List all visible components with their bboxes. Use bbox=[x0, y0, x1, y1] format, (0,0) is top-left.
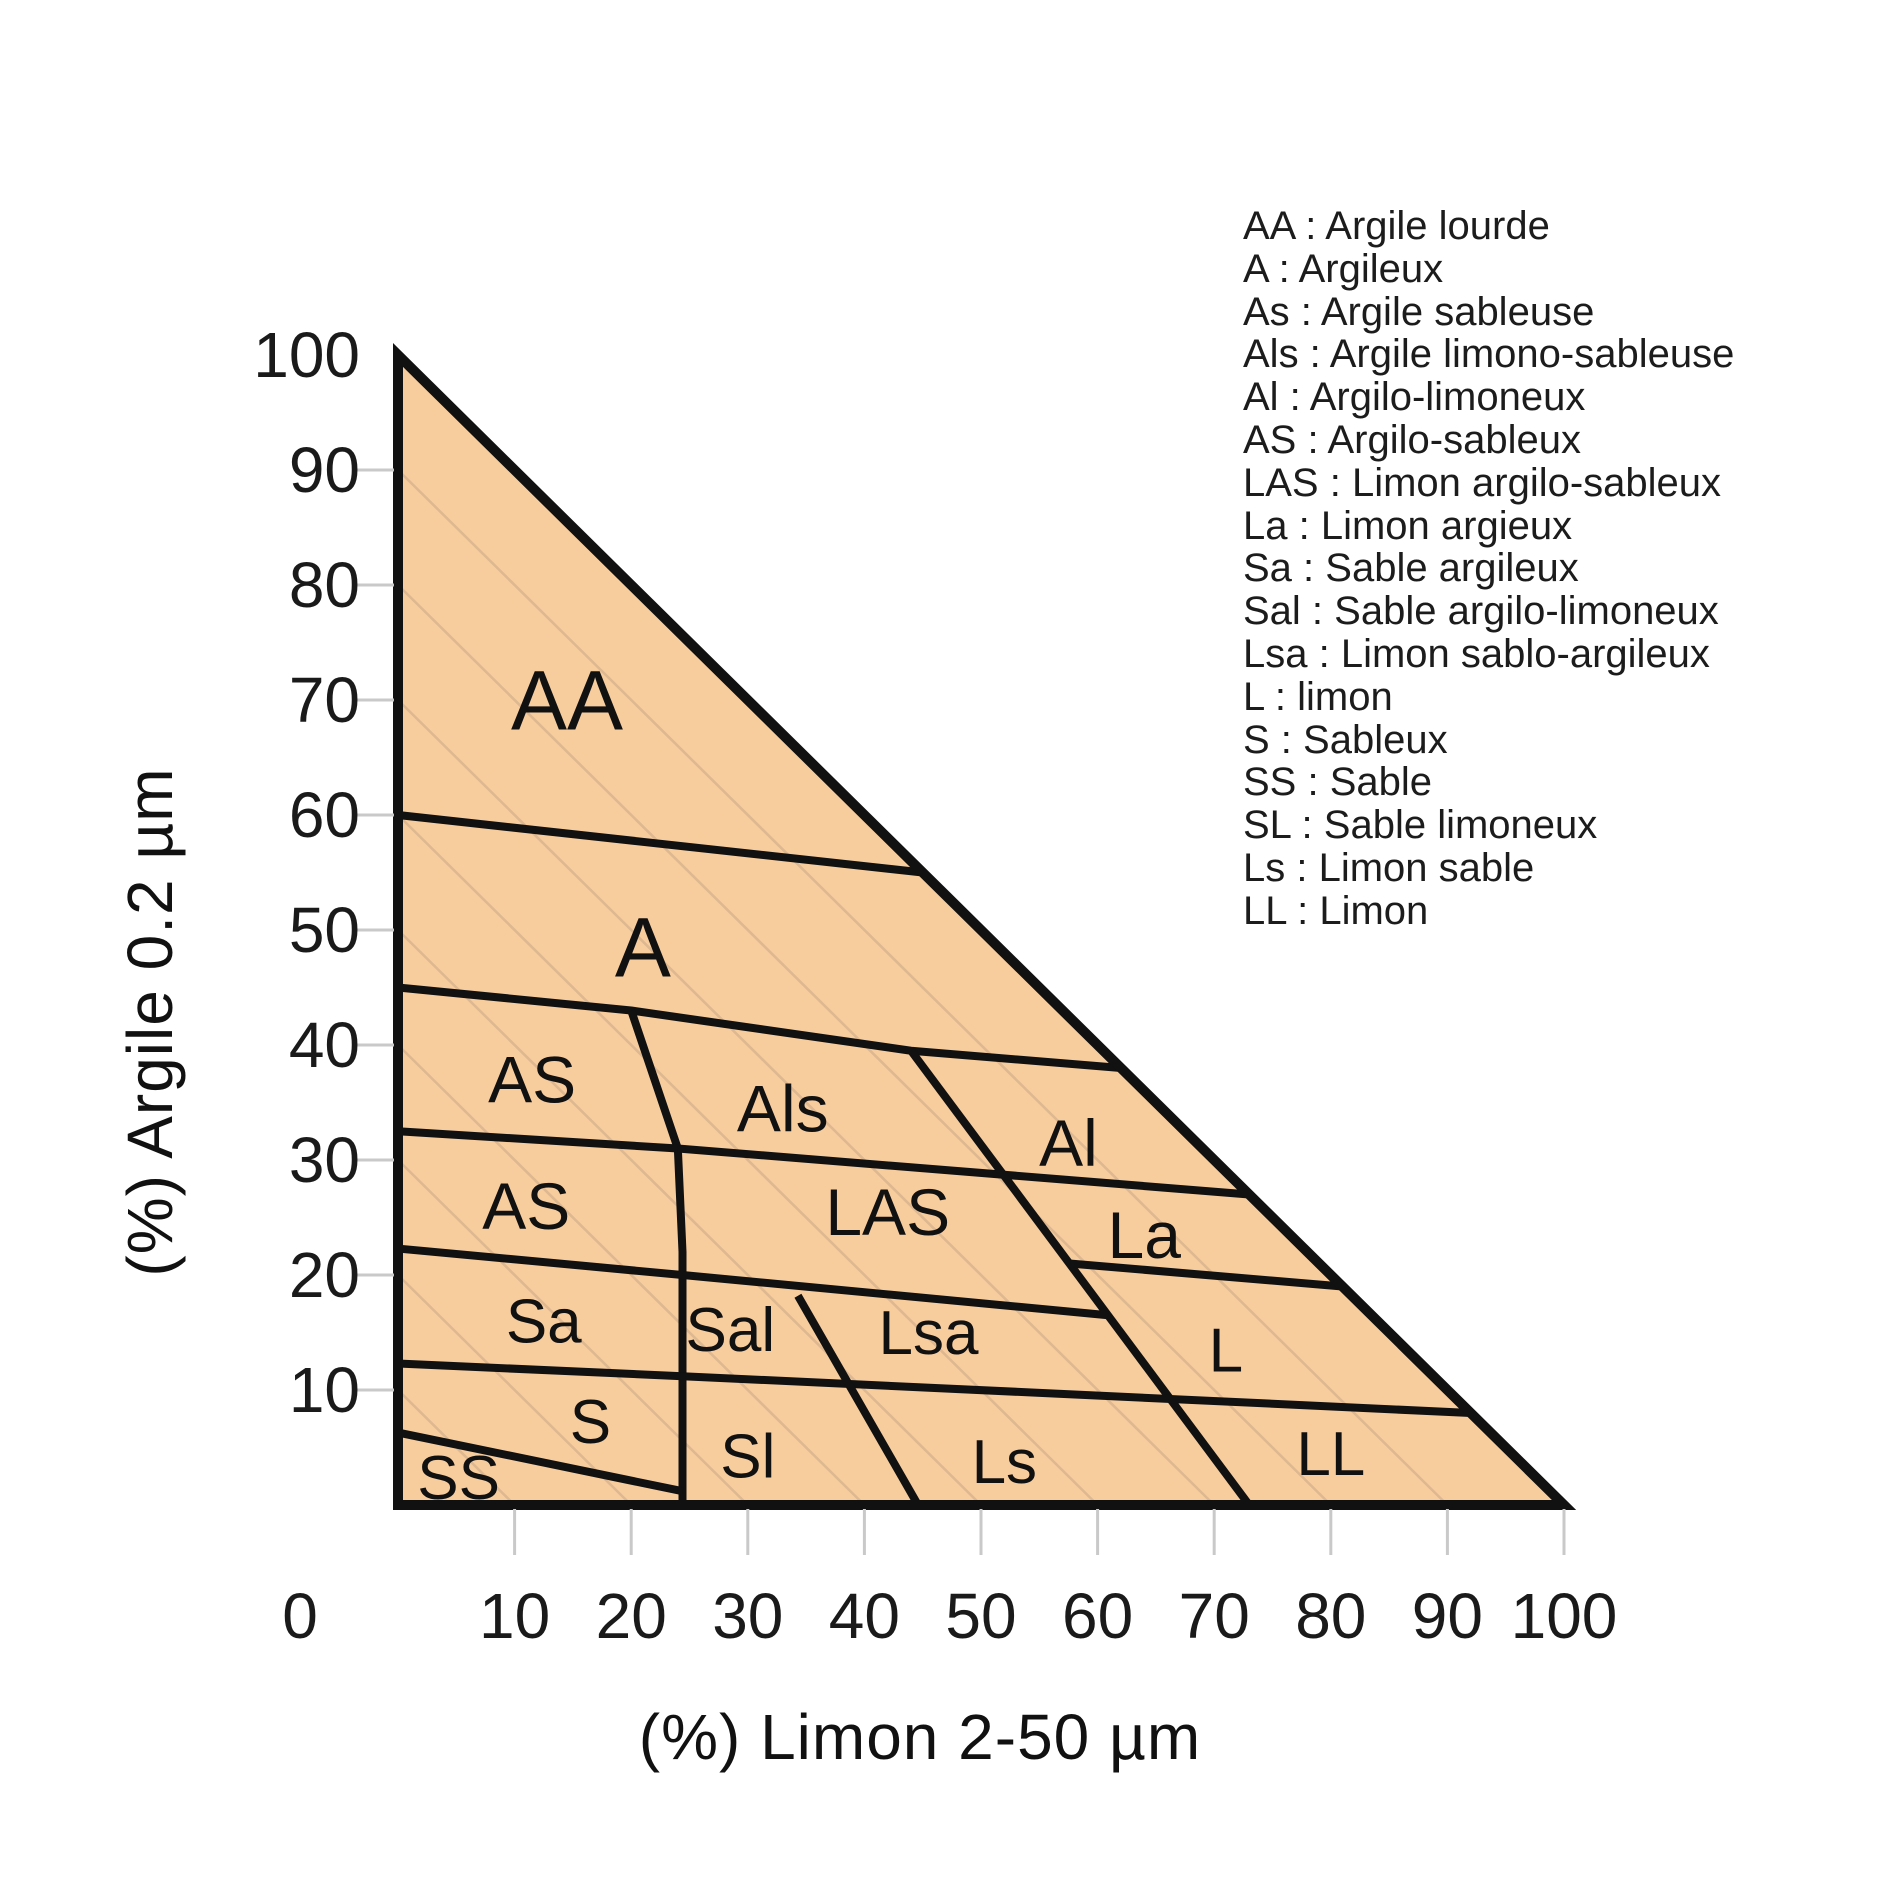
legend: AA : Argile lourde A : Argileux As : Argil… bbox=[1243, 205, 1734, 933]
y-tick-label: 60 bbox=[289, 779, 360, 851]
legend-item-AS: AS : Argilo-sableux bbox=[1243, 417, 1581, 462]
legend-item-Sa: Sa : Sable argileux bbox=[1243, 546, 1579, 591]
boundary-AS-AS-split bbox=[397, 1127, 679, 1153]
region-label-Ls: Ls bbox=[972, 1428, 1037, 1497]
legend-item-Ls: Ls : Limon sable bbox=[1243, 845, 1535, 890]
legend-item-LL: LL : Limon bbox=[1243, 888, 1429, 933]
legend-item-L: L : limon bbox=[1243, 674, 1393, 719]
x-tick-label: 20 bbox=[596, 1580, 667, 1652]
region-label-A: A bbox=[615, 901, 671, 995]
y-tick-label: 40 bbox=[289, 1009, 360, 1081]
hatch-line bbox=[397, 469, 1449, 1506]
boundary-Sa-S-row-line bbox=[397, 1359, 1471, 1417]
region-label-Al: Al bbox=[1039, 1106, 1098, 1180]
legend-item-AA: AA : Argile lourde bbox=[1243, 204, 1550, 248]
x-tick-label: 90 bbox=[1412, 1580, 1483, 1652]
region-label-AA: AA bbox=[511, 653, 623, 747]
x-tick-label: 30 bbox=[712, 1580, 783, 1652]
y-tick-label: 70 bbox=[289, 664, 360, 736]
x-tick-label: 50 bbox=[945, 1580, 1016, 1652]
y-tick-label: 80 bbox=[289, 549, 360, 621]
x-tick-label: 40 bbox=[829, 1580, 900, 1652]
y-tick-label: 30 bbox=[289, 1124, 360, 1196]
hatch-line bbox=[397, 929, 982, 1506]
y-tick-label: 50 bbox=[289, 894, 360, 966]
hatch-line bbox=[397, 699, 1216, 1506]
legend-item-A: A : Argileux bbox=[1243, 246, 1444, 291]
y-axis-title: (%) Argile 0.2 µm bbox=[114, 767, 186, 1277]
boundary-SS-top bbox=[397, 1428, 684, 1496]
x-tick-label: 80 bbox=[1295, 1580, 1366, 1652]
legend-item-Lsa: Lsa : Limon sablo-argileux bbox=[1243, 631, 1710, 676]
hatch-line bbox=[397, 1159, 749, 1506]
boundary-AA-A bbox=[397, 811, 924, 877]
region-label-LL: LL bbox=[1296, 1420, 1365, 1489]
region-label-Sl: Sl bbox=[720, 1422, 775, 1491]
triangle-outline bbox=[393, 343, 1577, 1510]
region-label-AS: AS bbox=[482, 1169, 570, 1243]
legend-item-SL: SL : Sable limoneux bbox=[1243, 803, 1598, 848]
boundary-steep-diagonal bbox=[907, 1048, 1253, 1508]
legend-item-S: S : Sableux bbox=[1243, 717, 1448, 762]
legend-item-SS: SS : Sable bbox=[1243, 760, 1433, 805]
region-label-Sa: Sa bbox=[506, 1288, 582, 1357]
boundary-Sa-top-LAS-bottom bbox=[397, 1244, 1109, 1320]
x-tick-label: 100 bbox=[1511, 1580, 1618, 1652]
legend-item-Sal: Sal : Sable argilo-limoneux bbox=[1243, 589, 1719, 634]
legend-item-As: As : Argile sableuse bbox=[1243, 289, 1595, 334]
region-label-L: L bbox=[1209, 1316, 1243, 1385]
region-label-Lsa: Lsa bbox=[879, 1299, 979, 1368]
boundary-Sal-Sl-diagonal bbox=[794, 1293, 922, 1507]
region-label-Als: Als bbox=[737, 1071, 829, 1145]
x-tick-label: 0 bbox=[282, 1580, 318, 1652]
legend-item-La: La : Limon argieux bbox=[1243, 503, 1573, 548]
region-label-Sal: Sal bbox=[686, 1296, 776, 1365]
hatch-line bbox=[397, 1044, 866, 1506]
boundary-La-L-split bbox=[1069, 1259, 1343, 1291]
y-tick-label: 100 bbox=[253, 319, 360, 391]
hatch-line bbox=[397, 1274, 633, 1506]
y-tick-label: 10 bbox=[289, 1354, 360, 1426]
region-label-S: S bbox=[570, 1388, 611, 1457]
x-tick-label: 70 bbox=[1179, 1580, 1250, 1652]
legend-item-Al: Al : Argilo-limoneux bbox=[1243, 375, 1586, 420]
x-tick-label: 10 bbox=[479, 1580, 550, 1652]
boundary-Als-LAS-La-top bbox=[677, 1144, 1250, 1199]
region-label-La: La bbox=[1108, 1198, 1182, 1272]
legend-item-LAS: LAS : Limon argilo-sableux bbox=[1243, 460, 1722, 505]
y-tick-label: 20 bbox=[289, 1239, 360, 1311]
region-label-LAS: LAS bbox=[825, 1175, 950, 1249]
boundary-A-bottom-Al-top bbox=[397, 983, 1122, 1072]
region-label-SS: SS bbox=[417, 1444, 500, 1513]
legend-item-Als: Als : Argile limono-sableuse bbox=[1243, 332, 1735, 377]
x-axis-title: (%) Limon 2-50 µm bbox=[638, 1701, 1202, 1773]
region-label-AS: AS bbox=[488, 1043, 576, 1117]
x-tick-label: 60 bbox=[1062, 1580, 1133, 1652]
y-tick-label: 90 bbox=[289, 434, 360, 506]
